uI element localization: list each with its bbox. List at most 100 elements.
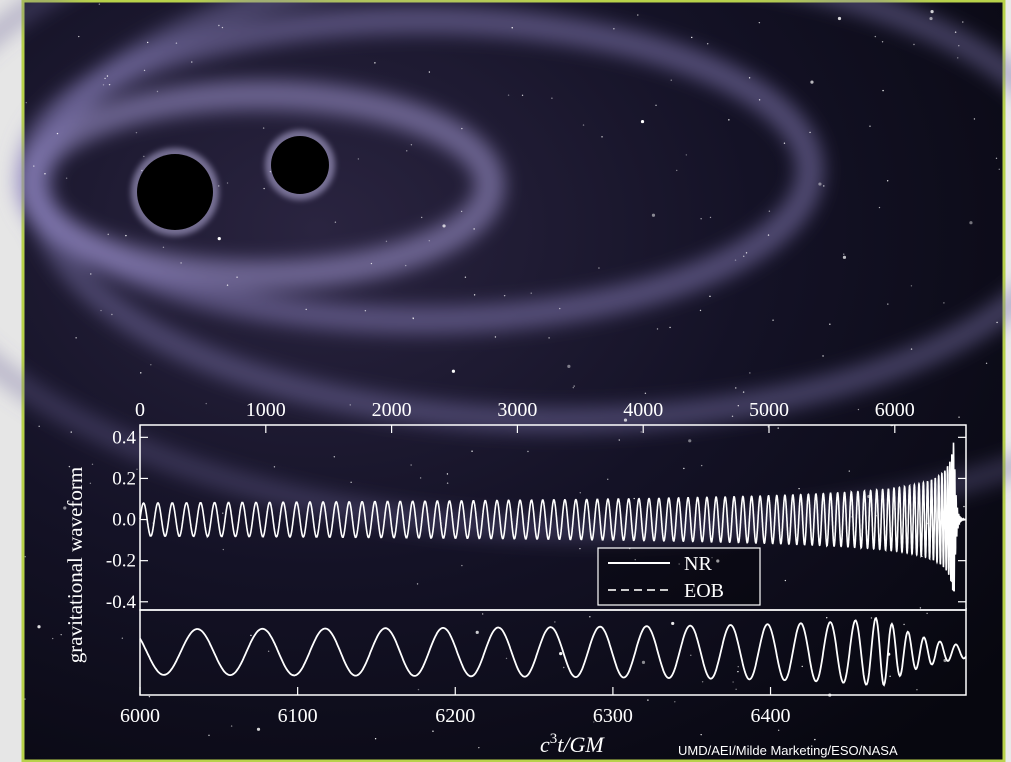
x-label-base: c [540,732,550,757]
bottom-frame [139,609,967,696]
star [140,372,142,374]
star [969,221,973,225]
star [743,255,745,257]
star [100,309,102,312]
x-label-rest: t/GM [557,732,605,757]
star [451,369,456,373]
star [404,264,407,267]
star [180,262,182,264]
star [676,169,678,172]
star [461,127,463,130]
star [903,623,905,626]
star [567,364,571,368]
star [78,35,80,38]
star [810,80,814,84]
star [136,468,138,470]
star [716,559,720,563]
star [685,154,688,156]
star [826,617,828,619]
star [655,104,657,107]
star [473,294,476,296]
star [65,177,68,179]
star [783,142,786,144]
star [364,309,367,312]
star [25,101,27,104]
star [98,3,101,5]
star [68,465,71,468]
star [218,24,220,27]
star [263,187,265,190]
star [962,21,964,23]
legend-nr: NR [684,553,712,575]
star [745,252,748,254]
star [572,386,574,389]
star [954,31,957,33]
star [222,548,224,551]
star [881,41,884,43]
star [829,323,831,325]
x-label-exp: 3 [550,731,558,747]
star [51,637,54,640]
star [748,77,751,79]
star [709,216,712,219]
star [809,131,811,134]
star [135,131,138,134]
star [507,94,510,96]
star [869,125,871,127]
star [475,630,479,634]
star [778,717,781,719]
star [758,99,761,101]
star [669,326,671,329]
x-label: c3t/GM [540,731,605,757]
star [878,206,881,209]
star [651,213,656,217]
top-tick-label: 1000 [246,399,286,421]
star [70,431,72,433]
star [910,348,913,350]
star [777,729,780,731]
star [882,89,884,92]
star [700,464,703,467]
star [712,585,714,588]
star [256,727,261,731]
top-tick-label: 5000 [749,399,789,421]
star [563,666,565,669]
star [916,689,918,691]
star [162,246,165,248]
star [589,616,591,618]
star [108,83,111,86]
star [432,730,434,732]
star [350,481,352,483]
star [349,404,351,406]
y-tick-label: -0.4 [106,592,137,613]
star [784,579,787,582]
star [742,391,745,393]
black-holes [131,130,335,236]
star [156,90,159,93]
star [205,402,207,405]
bottom-tick-label: 6000 [120,705,160,727]
star [416,583,419,585]
top-tick-label: 3000 [497,399,537,421]
star [711,556,713,559]
star [818,182,822,186]
star [406,150,408,152]
credit: UMD/AEI/Milde Marketing/ESO/NASA [678,743,898,758]
star [985,362,988,365]
star [374,738,377,740]
star [582,124,585,126]
star [926,612,928,615]
star [752,711,754,714]
y-label: gravitational waveform [63,467,87,664]
star [222,512,224,514]
star [889,675,891,677]
star [143,155,145,158]
star [749,372,751,374]
star [656,328,659,330]
star [175,42,178,44]
star [461,564,463,567]
star [370,262,373,265]
star [548,337,550,339]
star [762,412,765,415]
star [919,607,922,609]
